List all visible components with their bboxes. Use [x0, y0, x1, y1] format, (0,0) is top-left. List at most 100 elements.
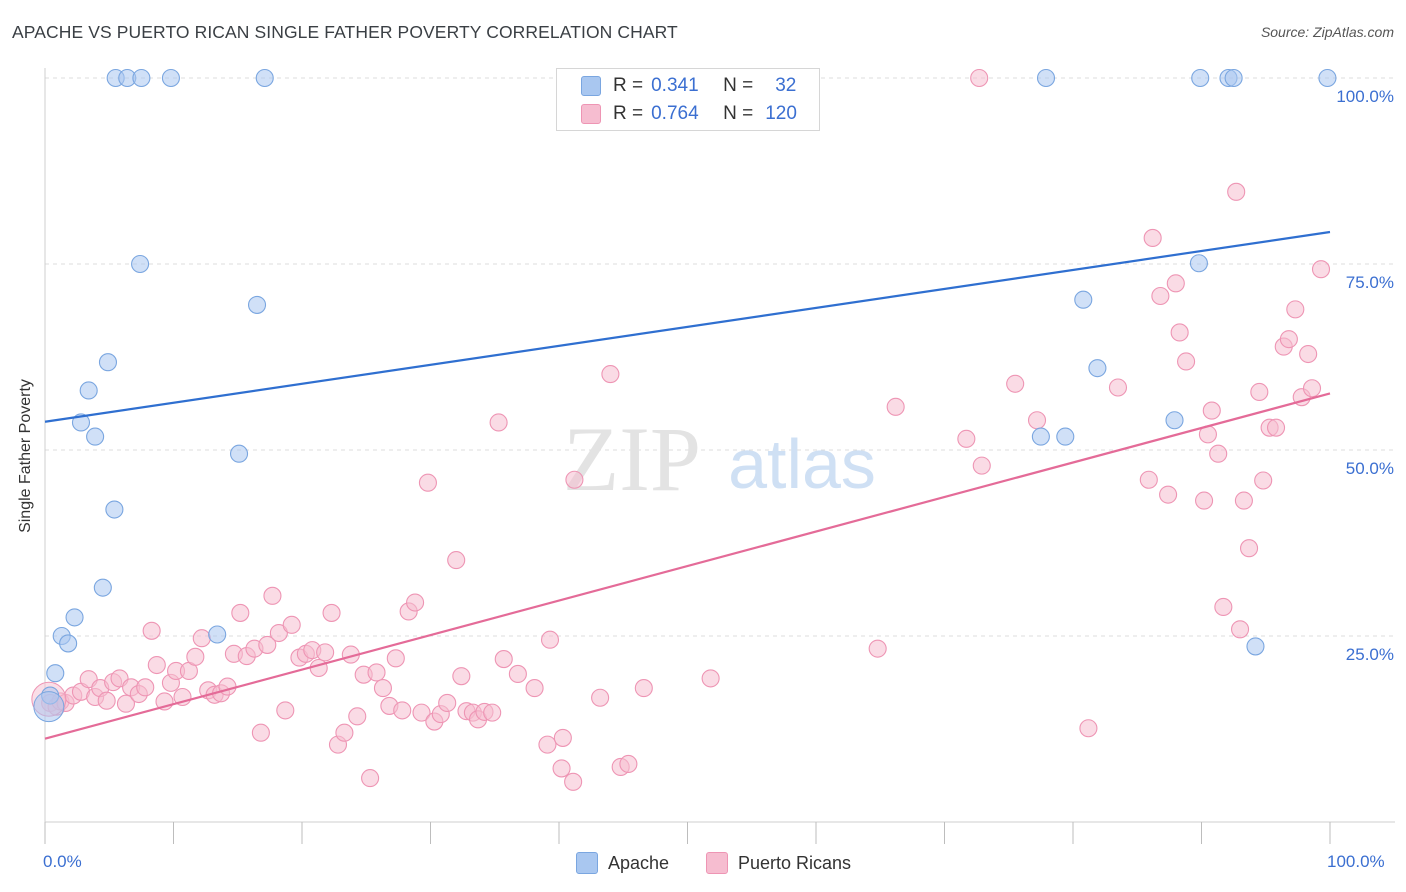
pr-n-value: 120: [765, 103, 797, 124]
puerto-ricans-point: [1214, 597, 1233, 617]
puerto-ricans-point: [1254, 471, 1273, 490]
puerto-ricans-point: [1266, 418, 1286, 437]
apache-point: [93, 578, 112, 597]
puerto-ricans-point: [868, 639, 887, 658]
puerto-ricans-point: [1079, 719, 1098, 738]
legend-item-apache[interactable]: Apache: [576, 852, 669, 874]
pr-r-label: R =: [613, 103, 644, 124]
puerto-ricans-point: [1279, 330, 1298, 349]
puerto-ricans-point: [263, 586, 282, 605]
puerto-ricans-point: [538, 735, 557, 754]
apache-point: [255, 68, 274, 88]
legend-row-puerto-ricans: R = 0.764 N = 120: [581, 102, 797, 126]
apache-point: [247, 295, 267, 314]
puerto-ricans-point: [386, 649, 405, 668]
y-tick-label: 50.0%: [1345, 459, 1394, 478]
apache-point: [131, 254, 150, 274]
stats-legend: R = 0.341 N = 32 R = 0.764 N = 120: [556, 68, 820, 131]
puerto-ricans-point: [316, 643, 335, 662]
apache-n-label: N =: [723, 75, 754, 96]
apache-n-value: 32: [775, 75, 797, 96]
apache-r-value: 0.341: [651, 75, 699, 96]
puerto-ricans-point: [591, 688, 610, 707]
apache-point: [86, 427, 105, 446]
puerto-ricans-point: [483, 703, 502, 722]
apache-point: [1191, 68, 1210, 88]
puerto-ricans-point: [525, 679, 544, 698]
apache-point: [71, 413, 91, 432]
apache-trend-line: [44, 230, 1331, 423]
trend-lines: [44, 230, 1331, 740]
puerto-ricans-point: [1302, 379, 1322, 398]
puerto-ricans-point: [348, 707, 367, 726]
puerto-ricans-point: [1234, 491, 1253, 510]
puerto-ricans-legend-label: Puerto Ricans: [738, 852, 852, 873]
apache-point: [1224, 68, 1243, 88]
puerto-ricans-point: [619, 754, 638, 774]
puerto-ricans-point: [886, 397, 905, 416]
puerto-ricans-point: [282, 615, 301, 634]
series-legend: Apache Puerto Ricans: [0, 852, 1406, 878]
apache-point: [132, 68, 151, 88]
puerto-ricans-point: [972, 456, 991, 475]
puerto-ricans-point: [564, 772, 583, 791]
apache-legend-swatch: [576, 852, 598, 874]
puerto-ricans-point: [601, 365, 620, 384]
puerto-ricans-point: [186, 647, 205, 666]
puerto-ricans-point: [1239, 539, 1259, 558]
puerto-ricans-point: [1286, 300, 1305, 319]
x-tick-label-max: 100.0%: [1327, 852, 1385, 871]
puerto-ricans-point: [957, 429, 976, 448]
puerto-ricans-point: [258, 635, 277, 654]
puerto-ricans-point: [142, 621, 161, 640]
pr-r-value: 0.764: [651, 103, 699, 124]
pr-n-label: N =: [723, 103, 754, 124]
chart-title: APACHE VS PUERTO RICAN SINGLE FATHER POV…: [12, 22, 678, 42]
apache-point: [1074, 290, 1093, 309]
puerto-ricans-point: [1151, 286, 1170, 306]
legend-item-puerto-ricans[interactable]: Puerto Ricans: [706, 852, 851, 874]
apache-point: [229, 444, 249, 463]
puerto-ricans-point: [1227, 182, 1246, 201]
watermark: ZIP atlas: [563, 408, 876, 510]
puerto-ricans-point: [540, 630, 560, 649]
puerto-ricans-point: [494, 650, 513, 669]
puerto-ricans-point: [1177, 352, 1196, 371]
puerto-ricans-point: [412, 703, 431, 722]
puerto-ricans-point: [361, 769, 380, 788]
puerto-ricans-point: [276, 701, 295, 720]
puerto-ricans-point: [418, 473, 437, 492]
puerto-ricans-point: [1006, 374, 1025, 393]
apache-point: [1031, 427, 1050, 446]
puerto-ricans-point: [309, 658, 328, 678]
apache-point: [1165, 411, 1184, 430]
puerto-ricans-point: [1311, 260, 1331, 279]
apache-points: [33, 68, 1337, 723]
axis-layer: [44, 68, 1395, 844]
apache-point: [46, 664, 65, 683]
apache-r-label: R =: [613, 75, 644, 96]
puerto-ricans-point: [438, 693, 457, 713]
puerto-ricans-point: [1299, 344, 1318, 364]
puerto-ricans-point: [116, 694, 136, 713]
puerto-ricans-point: [553, 728, 572, 747]
puerto-ricans-point: [970, 68, 989, 88]
apache-point: [1056, 427, 1075, 446]
puerto-ricans-point: [1139, 470, 1158, 489]
puerto-ricans-point: [1195, 491, 1214, 510]
puerto-ricans-point: [373, 679, 393, 698]
puerto-ricans-point: [218, 677, 237, 696]
puerto-ricans-point: [1027, 411, 1047, 430]
y-tick-label: 25.0%: [1345, 645, 1394, 664]
puerto-ricans-point: [1202, 401, 1221, 420]
puerto-ricans-point: [147, 655, 166, 675]
puerto-ricans-point: [1108, 378, 1128, 397]
puerto-ricans-point: [269, 623, 288, 643]
puerto-ricans-point: [701, 669, 720, 688]
puerto-ricans-point: [367, 663, 386, 682]
watermark-atlas: atlas: [728, 425, 876, 503]
puerto-ricans-point: [406, 593, 425, 612]
apache-point: [98, 353, 118, 372]
apache-point: [59, 634, 78, 653]
apache-swatch: [581, 76, 601, 96]
